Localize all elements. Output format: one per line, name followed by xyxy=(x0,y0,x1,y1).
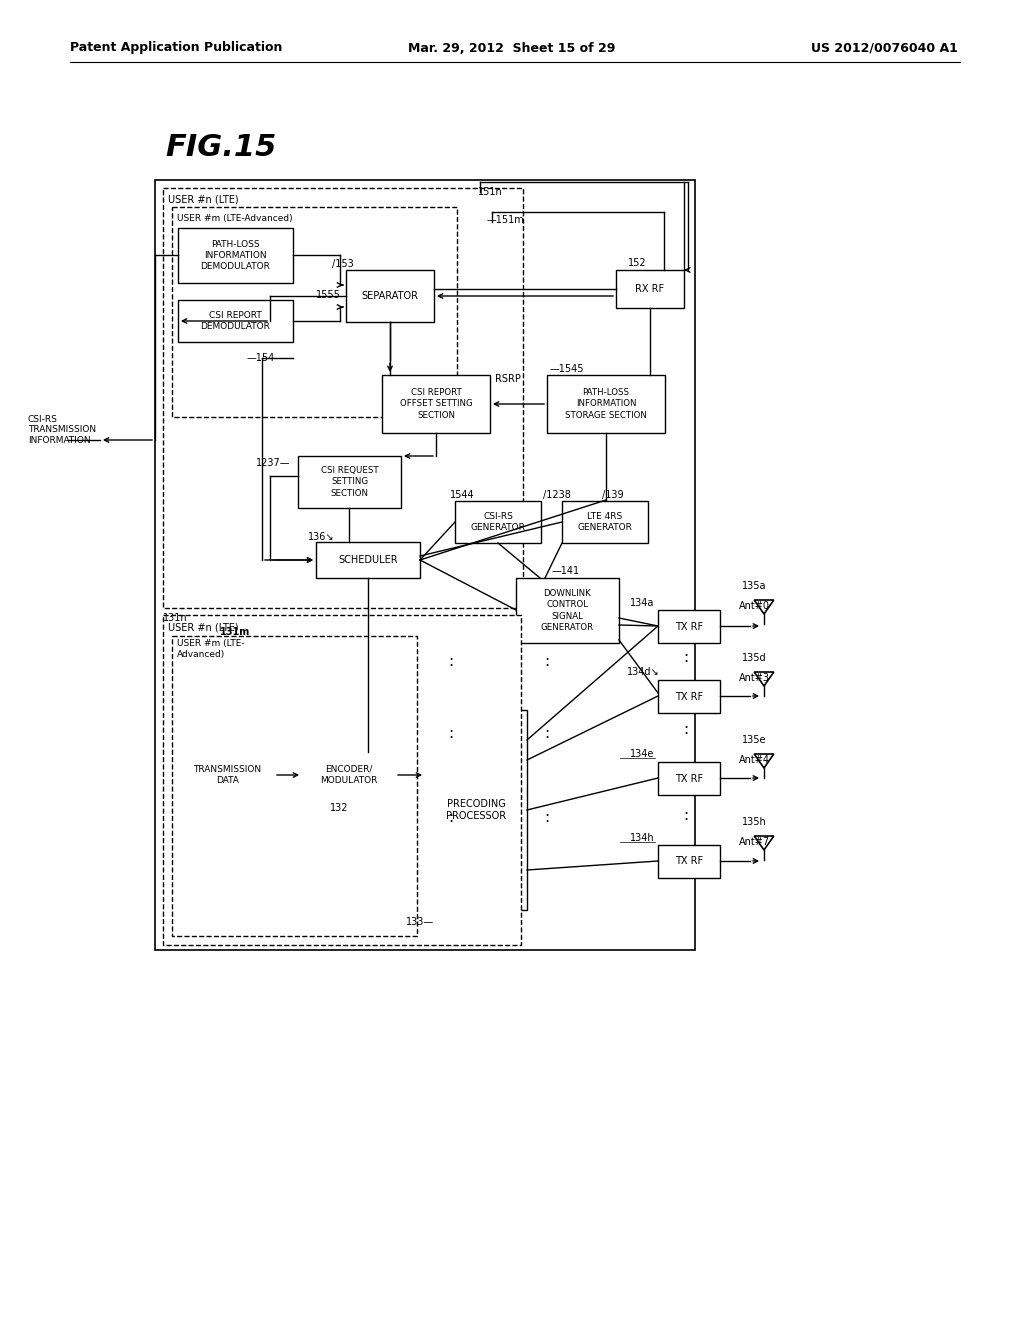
Text: TX RF: TX RF xyxy=(675,774,703,784)
Text: DOWNLINK
CONTROL
SIGNAL
GENERATOR: DOWNLINK CONTROL SIGNAL GENERATOR xyxy=(541,589,594,632)
Text: 152: 152 xyxy=(628,257,646,268)
Text: —154: —154 xyxy=(247,352,275,363)
Text: Patent Application Publication: Patent Application Publication xyxy=(70,41,283,54)
Text: SEPARATOR: SEPARATOR xyxy=(361,290,419,301)
Text: SCHEDULER: SCHEDULER xyxy=(338,554,397,565)
Text: Ant#3: Ant#3 xyxy=(739,673,770,682)
Text: 135a: 135a xyxy=(742,581,767,591)
Text: Ant#0: Ant#0 xyxy=(739,601,770,611)
Text: LTE 4RS
GENERATOR: LTE 4RS GENERATOR xyxy=(578,512,633,532)
Bar xyxy=(547,375,665,433)
Bar xyxy=(516,578,618,643)
Text: 1544: 1544 xyxy=(450,490,475,500)
Bar xyxy=(178,300,293,342)
Text: FIG.15: FIG.15 xyxy=(165,133,276,162)
Text: 134e: 134e xyxy=(630,748,654,759)
Text: 134h: 134h xyxy=(630,833,654,843)
Text: :: : xyxy=(449,810,454,825)
Bar xyxy=(455,502,541,543)
Text: USER #m (LTE-Advanced): USER #m (LTE-Advanced) xyxy=(177,214,293,223)
Bar xyxy=(425,710,527,909)
Text: :: : xyxy=(544,726,549,741)
Text: USER #n (LTE): USER #n (LTE) xyxy=(168,623,239,634)
Text: /1238: /1238 xyxy=(543,490,570,500)
Text: :: : xyxy=(683,722,688,738)
Bar xyxy=(163,615,521,945)
Text: Ant#4: Ant#4 xyxy=(739,755,770,766)
Text: 1237—: 1237— xyxy=(256,458,291,469)
Text: :: : xyxy=(449,726,454,741)
Text: :: : xyxy=(449,653,454,668)
Bar xyxy=(316,543,420,578)
Text: CSI REQUEST
SETTING
SECTION: CSI REQUEST SETTING SECTION xyxy=(321,466,378,498)
Text: CSI-RS
TRANSMISSION
INFORMATION: CSI-RS TRANSMISSION INFORMATION xyxy=(28,414,96,445)
Bar xyxy=(658,762,720,795)
Text: :: : xyxy=(544,653,549,668)
Text: 134d↘: 134d↘ xyxy=(627,667,659,677)
Text: TX RF: TX RF xyxy=(675,692,703,701)
Bar xyxy=(658,845,720,878)
Text: 151n: 151n xyxy=(478,187,503,197)
Bar xyxy=(155,180,695,950)
Bar xyxy=(181,752,274,799)
Text: :: : xyxy=(683,651,688,665)
Text: USER #n (LTE): USER #n (LTE) xyxy=(168,195,239,205)
Text: TX RF: TX RF xyxy=(675,622,703,631)
Text: 135e: 135e xyxy=(742,735,767,744)
Bar xyxy=(172,207,457,417)
Text: —151m: —151m xyxy=(487,215,524,224)
Text: RSRP: RSRP xyxy=(495,374,521,384)
Text: PATH-LOSS
INFORMATION
DEMODULATOR: PATH-LOSS INFORMATION DEMODULATOR xyxy=(201,240,270,271)
Text: —141: —141 xyxy=(552,566,581,576)
Text: 135h: 135h xyxy=(742,817,767,828)
Bar xyxy=(346,271,434,322)
Bar xyxy=(658,610,720,643)
Text: 135d: 135d xyxy=(742,653,767,663)
Text: 132: 132 xyxy=(330,803,348,813)
Text: 136↘: 136↘ xyxy=(308,532,335,543)
Bar xyxy=(178,228,293,282)
Text: :: : xyxy=(544,810,549,825)
Text: 1555: 1555 xyxy=(316,290,341,300)
Text: /139: /139 xyxy=(602,490,624,500)
Bar xyxy=(562,502,648,543)
Text: 131n: 131n xyxy=(163,612,187,623)
Text: PATH-LOSS
INFORMATION
STORAGE SECTION: PATH-LOSS INFORMATION STORAGE SECTION xyxy=(565,388,647,420)
Text: USER #m (LTE-
Advanced): USER #m (LTE- Advanced) xyxy=(177,639,245,659)
Bar xyxy=(302,752,395,799)
Text: TX RF: TX RF xyxy=(675,857,703,866)
Text: CSI REPORT
OFFSET SETTING
SECTION: CSI REPORT OFFSET SETTING SECTION xyxy=(399,388,472,420)
Text: RX RF: RX RF xyxy=(636,284,665,294)
Text: US 2012/0076040 A1: US 2012/0076040 A1 xyxy=(811,41,958,54)
Text: /153: /153 xyxy=(332,259,353,269)
Text: :: : xyxy=(683,808,688,822)
Text: 131m: 131m xyxy=(220,627,250,638)
Bar xyxy=(616,271,684,308)
Text: —1545: —1545 xyxy=(550,364,585,374)
Bar xyxy=(172,636,417,936)
Text: 133—: 133— xyxy=(406,917,434,927)
Text: ENCODER/
MODULATOR: ENCODER/ MODULATOR xyxy=(319,766,377,785)
Text: CSI REPORT
DEMODULATOR: CSI REPORT DEMODULATOR xyxy=(201,312,270,331)
Bar xyxy=(382,375,490,433)
Text: Mar. 29, 2012  Sheet 15 of 29: Mar. 29, 2012 Sheet 15 of 29 xyxy=(409,41,615,54)
Bar xyxy=(163,187,523,609)
Bar xyxy=(658,680,720,713)
Bar xyxy=(298,455,401,508)
Text: CSI-RS
GENERATOR: CSI-RS GENERATOR xyxy=(471,512,525,532)
Text: PRECODING
PROCESSOR: PRECODING PROCESSOR xyxy=(445,799,506,821)
Text: Ant#7: Ant#7 xyxy=(739,837,770,847)
Text: 134a: 134a xyxy=(630,598,654,609)
Text: TRANSMISSION
DATA: TRANSMISSION DATA xyxy=(194,766,261,785)
